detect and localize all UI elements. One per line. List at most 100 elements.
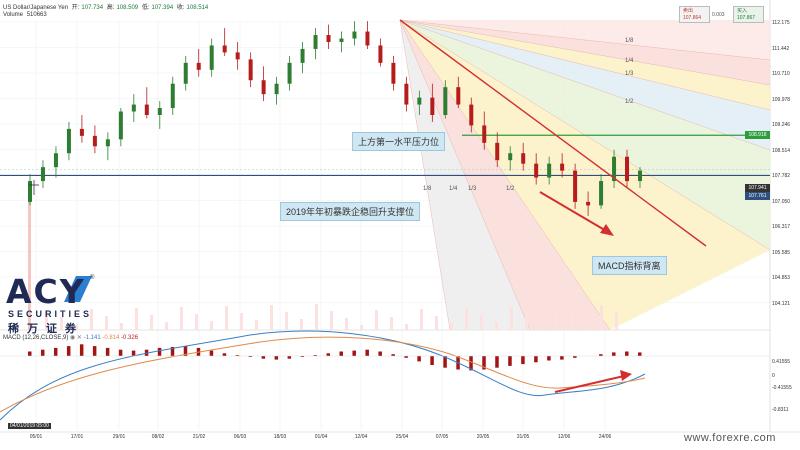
date-tick-label: 31/05 — [516, 434, 530, 440]
candle-body — [196, 62, 201, 70]
macd-signal-line — [0, 336, 646, 413]
macd-histogram-bar — [40, 349, 45, 356]
volume-bar — [75, 324, 78, 330]
date-tick-label: 24/06 — [598, 434, 612, 440]
candle-body — [261, 80, 266, 95]
date-tick-label: 05/01 — [29, 434, 43, 440]
fib-fan-line — [399, 19, 771, 61]
macd-histogram-bar — [118, 349, 123, 356]
candle-body — [365, 31, 370, 46]
downtrend-line — [399, 19, 707, 247]
candle-body — [118, 111, 123, 140]
macd-histogram-bar — [534, 356, 538, 363]
macd-histogram-bar — [560, 356, 564, 360]
macd-histogram-bar — [287, 356, 292, 359]
support-annotation: 2019年年初暴跌企稳回升支撑位 — [280, 202, 421, 221]
date-tick-label: 12/06 — [557, 434, 571, 440]
macd-histogram-bar — [157, 347, 162, 356]
macd-tick-label: -0.8311 — [772, 407, 789, 413]
volume-bar — [285, 312, 288, 330]
eye-icon[interactable]: ◉ ✕ — [70, 335, 82, 341]
macd-histogram-bar — [638, 352, 642, 356]
volume-bar — [28, 195, 31, 330]
volume-bar — [540, 321, 543, 330]
candle-body — [300, 48, 305, 63]
candle-body — [105, 139, 110, 147]
candle-body — [170, 83, 175, 109]
macd-header: MACD (12,26,CLOSE,9) ◉ ✕ -1.141 -0.814 -… — [3, 334, 138, 341]
volume-bar — [240, 313, 243, 330]
volume-bar — [405, 324, 408, 330]
price-tick-label: 105.585 — [772, 249, 791, 256]
price-arrow-head — [600, 224, 614, 236]
open-value: 107.734 — [81, 5, 104, 11]
macd-histogram-bar — [261, 356, 266, 359]
macd-histogram-bar — [300, 356, 305, 357]
volume-bar — [585, 320, 588, 330]
brand-logo: ACY — [6, 272, 86, 311]
close-value: 108.514 — [186, 5, 209, 11]
macd-histogram-bar — [28, 351, 32, 356]
buy-button[interactable]: 买入 107.867 — [733, 6, 764, 23]
macd-histogram-bar — [443, 356, 447, 368]
ohlc-header: US Dollar/Japanese Yen 开: 107.734 高: 108.5… — [3, 2, 210, 11]
volume-bar — [510, 307, 513, 330]
macd-tick-label: -0.41555 — [772, 385, 792, 391]
volume-bar — [210, 321, 213, 330]
macd-histogram-bar — [92, 346, 97, 356]
fib-fan-line — [399, 19, 771, 151]
price-tick-label: 112.175 — [772, 20, 790, 26]
date-tick-label: 18/03 — [273, 434, 287, 440]
macd-histogram-bar — [417, 356, 421, 362]
volume-bar — [135, 308, 138, 330]
volume-bar — [525, 314, 528, 330]
sell-button[interactable]: 卖出 107.864 — [679, 6, 710, 23]
macd-histogram-bar — [53, 347, 58, 356]
high-label: 高: — [106, 5, 115, 11]
fib-label: 1/8 — [625, 38, 634, 44]
volume-bar — [360, 325, 363, 330]
date-tick-label: 20/05 — [476, 434, 490, 440]
volume-bar — [105, 316, 108, 330]
candle-body — [469, 104, 474, 126]
date-tick-label: 08/02 — [151, 434, 165, 440]
registered-mark: ® — [90, 275, 95, 281]
volume-bar — [600, 305, 603, 330]
macd-histogram-bar — [404, 356, 408, 358]
cursor-date-label: 04/01/2019 05:00 — [8, 423, 51, 429]
volume-bar — [180, 307, 183, 330]
date-tick-label: 01/04 — [314, 434, 328, 440]
volume-bar — [255, 320, 258, 330]
macd-histogram-bar — [391, 354, 395, 356]
candle-body — [326, 35, 331, 42]
price-tick-label: 111.442 — [772, 45, 790, 52]
macd-histogram-bar — [495, 356, 499, 368]
fib-label: 1/3 — [625, 71, 634, 77]
volume-bar — [150, 315, 153, 330]
candle-body — [599, 181, 604, 206]
macd-histogram-bar — [378, 351, 382, 356]
macd-histogram-bar — [274, 356, 279, 360]
open-label: 开: — [71, 5, 80, 11]
candle-body — [222, 45, 227, 53]
candle-body — [28, 181, 32, 202]
macd-tick-label: 0.41555 — [772, 359, 791, 365]
macd-histogram-bar — [170, 347, 175, 356]
candle-body — [508, 153, 513, 161]
candle-body — [313, 35, 318, 49]
buy-price: 107.867 — [737, 15, 756, 21]
low-value: 107.394 — [151, 5, 174, 11]
macd-histogram-bar — [248, 356, 253, 357]
sell-price: 107.864 — [683, 15, 702, 21]
macd-histogram-bar — [430, 356, 434, 365]
price-tick-label: 108.514 — [772, 147, 791, 154]
macd-histogram-bar — [573, 356, 577, 358]
volume-bar — [225, 306, 228, 330]
volume-bar — [555, 306, 558, 330]
candle-body — [625, 156, 630, 182]
candle-body — [339, 38, 344, 42]
macd-histogram-bar — [209, 350, 214, 356]
macd-histogram-bar — [183, 346, 188, 356]
candle-body — [40, 167, 45, 182]
